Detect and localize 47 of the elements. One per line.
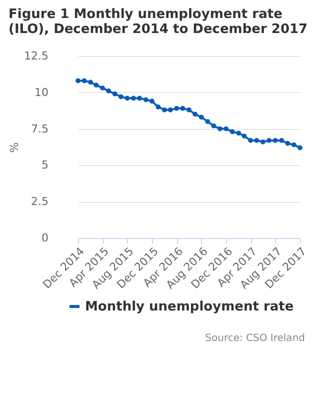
point bbox=[285, 140, 290, 146]
y-tick-label: 2.5 bbox=[31, 195, 48, 208]
point bbox=[100, 86, 105, 90]
point bbox=[106, 88, 112, 94]
point bbox=[291, 142, 296, 148]
point bbox=[224, 126, 229, 132]
point bbox=[162, 107, 167, 112]
y-tick-label: 10 bbox=[34, 86, 48, 99]
y-tick-label: 12.5 bbox=[24, 50, 48, 62]
point bbox=[198, 114, 204, 120]
point bbox=[131, 96, 136, 101]
point bbox=[174, 106, 180, 111]
point bbox=[248, 138, 254, 143]
y-tick-label: 0 bbox=[42, 232, 48, 244]
point bbox=[211, 123, 216, 128]
y-tick-label: 7.5 bbox=[31, 122, 48, 136]
point bbox=[279, 138, 284, 143]
point bbox=[137, 96, 142, 101]
source-note: Source: CSO Ireland bbox=[205, 333, 305, 344]
point bbox=[205, 119, 210, 124]
point bbox=[156, 104, 161, 110]
y-axis-title: % bbox=[8, 142, 22, 153]
point bbox=[218, 126, 222, 132]
point bbox=[242, 134, 247, 139]
point bbox=[180, 106, 186, 111]
chart-title: Figure 1 Monthly unemployment rate (ILO), December 2014 to December 2017 bbox=[8, 7, 308, 37]
point bbox=[124, 96, 130, 101]
point bbox=[88, 80, 94, 85]
point bbox=[272, 138, 278, 143]
point bbox=[260, 139, 266, 144]
point bbox=[186, 107, 192, 112]
legend-label: Monthly unemployment rate bbox=[85, 300, 294, 314]
point bbox=[118, 94, 124, 100]
point bbox=[236, 130, 242, 136]
point bbox=[230, 129, 235, 134]
point bbox=[112, 91, 118, 96]
point bbox=[143, 97, 148, 102]
point bbox=[254, 138, 260, 143]
point bbox=[82, 78, 87, 84]
point bbox=[266, 138, 272, 143]
y-tick-label: 5 bbox=[42, 158, 48, 172]
point bbox=[76, 78, 80, 84]
point bbox=[94, 82, 99, 88]
point bbox=[192, 112, 198, 117]
point bbox=[298, 145, 302, 150]
point bbox=[168, 107, 173, 112]
point bbox=[149, 98, 154, 104]
